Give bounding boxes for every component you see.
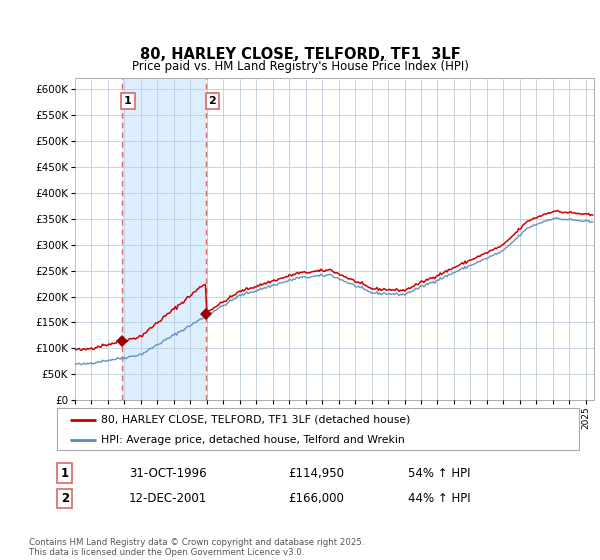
Text: 1: 1 (61, 466, 69, 480)
Text: 12-DEC-2001: 12-DEC-2001 (129, 492, 207, 505)
Text: Price paid vs. HM Land Registry's House Price Index (HPI): Price paid vs. HM Land Registry's House … (131, 59, 469, 73)
Text: 2: 2 (61, 492, 69, 505)
Text: 2: 2 (208, 96, 216, 106)
Bar (122, 78, 206, 400)
Text: 80, HARLEY CLOSE, TELFORD, TF1 3LF (detached house): 80, HARLEY CLOSE, TELFORD, TF1 3LF (deta… (101, 415, 411, 425)
Text: 44% ↑ HPI: 44% ↑ HPI (408, 492, 470, 505)
Text: 80, HARLEY CLOSE, TELFORD, TF1  3LF: 80, HARLEY CLOSE, TELFORD, TF1 3LF (140, 48, 460, 62)
Text: HPI: Average price, detached house, Telford and Wrekin: HPI: Average price, detached house, Telf… (101, 435, 405, 445)
Text: 31-OCT-1996: 31-OCT-1996 (129, 466, 206, 480)
Text: £166,000: £166,000 (288, 492, 344, 505)
Text: 54% ↑ HPI: 54% ↑ HPI (408, 466, 470, 480)
Text: Contains HM Land Registry data © Crown copyright and database right 2025.
This d: Contains HM Land Registry data © Crown c… (29, 538, 364, 557)
Text: 1: 1 (124, 96, 132, 106)
Text: £114,950: £114,950 (288, 466, 344, 480)
